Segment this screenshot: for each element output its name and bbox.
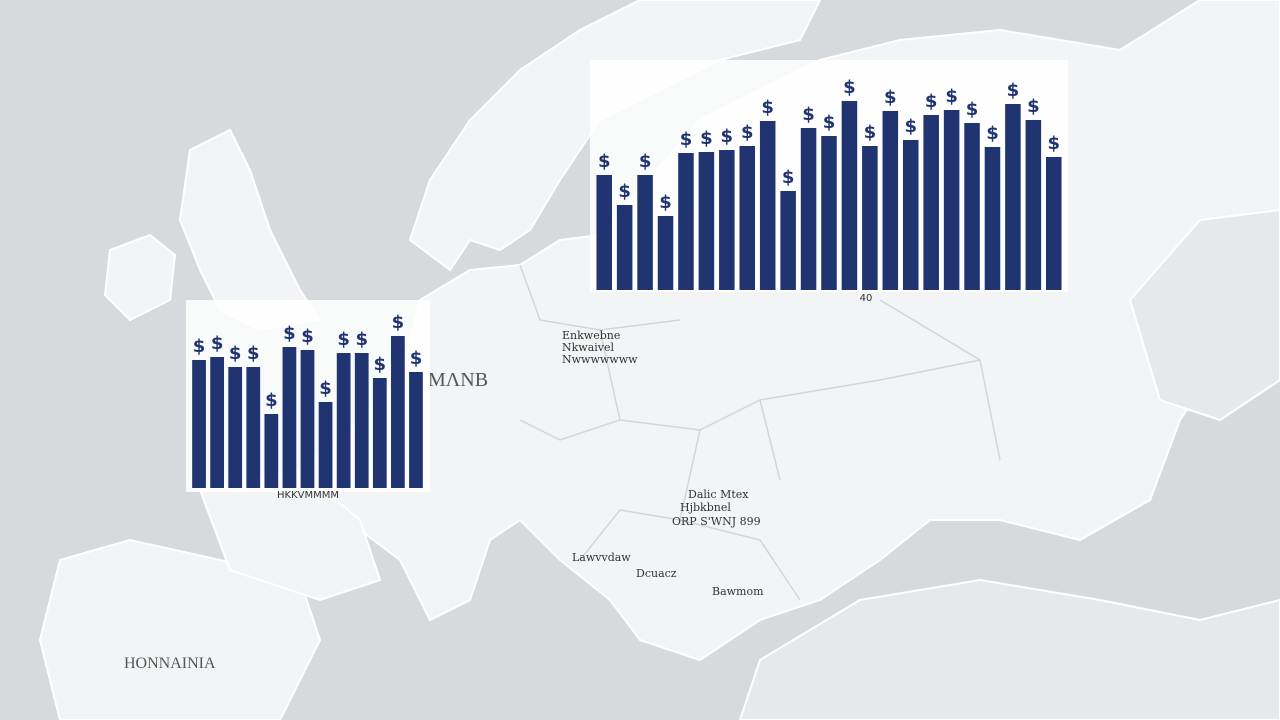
dollar-icon: $ xyxy=(193,336,206,357)
bar xyxy=(964,123,980,290)
bar xyxy=(372,378,387,488)
bar xyxy=(354,353,369,488)
chart-label: 40 xyxy=(860,293,873,304)
dollar-icon: $ xyxy=(823,112,836,133)
dollar-icon: $ xyxy=(986,123,999,144)
bar xyxy=(923,115,939,290)
bar xyxy=(719,150,735,290)
dollar-icon: $ xyxy=(761,97,774,118)
land xyxy=(1128,208,1280,422)
dollar-icon: $ xyxy=(904,116,917,137)
dollar-icon: $ xyxy=(782,167,795,188)
map-label: HONNAINIA xyxy=(124,655,216,672)
bar xyxy=(657,216,674,290)
chart-label: HKKVMMMM xyxy=(277,490,339,501)
dollar-icon: $ xyxy=(618,181,631,202)
bar xyxy=(780,191,796,290)
dollar-icon: $ xyxy=(247,343,260,364)
land xyxy=(738,578,1280,720)
dollar-icon: $ xyxy=(639,151,652,172)
bar xyxy=(1025,120,1042,290)
bar xyxy=(943,110,960,290)
dollar-icon: $ xyxy=(392,312,405,333)
bar xyxy=(300,350,315,488)
land xyxy=(103,233,177,322)
bar xyxy=(637,175,653,290)
dollar-icon: $ xyxy=(355,329,368,350)
dollar-icon: $ xyxy=(283,323,296,344)
bar xyxy=(318,402,333,488)
bar xyxy=(698,152,715,290)
bar xyxy=(984,147,1001,290)
bar xyxy=(800,128,817,290)
dollar-icon: $ xyxy=(1048,133,1061,154)
bar xyxy=(616,205,633,290)
dollar-icon: $ xyxy=(211,333,224,354)
bar xyxy=(228,367,243,488)
bar xyxy=(759,121,776,290)
bar xyxy=(1005,104,1021,290)
bar xyxy=(678,153,694,290)
map-label: Dalic Mtex xyxy=(688,488,749,501)
dollar-icon: $ xyxy=(410,348,423,369)
dollar-icon: $ xyxy=(229,343,242,364)
dollar-icon: $ xyxy=(374,354,387,375)
map-label: Hjbkbnel xyxy=(680,501,731,514)
bar xyxy=(841,101,858,290)
dollar-icon: $ xyxy=(700,128,713,149)
dollar-icon: $ xyxy=(680,129,693,150)
dollar-icon: $ xyxy=(598,151,611,172)
land xyxy=(38,538,322,720)
bar xyxy=(210,357,224,488)
bar xyxy=(902,140,919,290)
map-label: Lawvvdaw xyxy=(572,551,631,564)
bar xyxy=(821,136,837,290)
dollar-icon: $ xyxy=(319,378,332,399)
map-label: ΜΛΝΒ xyxy=(428,369,488,391)
bar xyxy=(739,146,756,290)
bar xyxy=(1046,157,1062,290)
bar xyxy=(246,367,261,488)
map-label: Dcuacz xyxy=(636,567,677,580)
dollar-icon: $ xyxy=(966,99,979,120)
bar xyxy=(409,372,423,488)
bar xyxy=(264,414,279,488)
border xyxy=(519,264,1001,601)
map-label: Enkwebne xyxy=(562,329,620,342)
dollar-icon: $ xyxy=(659,192,672,213)
dollar-icon: $ xyxy=(265,390,278,411)
dollar-icon: $ xyxy=(1007,80,1020,101)
bar xyxy=(391,336,405,488)
dollar-icon: $ xyxy=(864,122,877,143)
bar xyxy=(882,111,899,290)
bar xyxy=(192,360,206,488)
map-label: ORP S'WNJ 899 xyxy=(672,515,761,528)
dollar-icon: $ xyxy=(802,104,815,125)
dollar-icon: $ xyxy=(1027,96,1040,117)
bar xyxy=(862,146,878,290)
dollar-icon: $ xyxy=(843,77,856,98)
bar xyxy=(336,353,351,488)
dollar-icon: $ xyxy=(945,86,958,107)
bar xyxy=(596,175,612,290)
dollar-icon: $ xyxy=(884,87,897,108)
map-label: Nkwaivel xyxy=(562,341,615,354)
bar xyxy=(282,347,297,488)
dollar-icon: $ xyxy=(301,326,314,347)
dollar-icon: $ xyxy=(741,122,754,143)
dollar-icon: $ xyxy=(721,126,734,147)
map-label: Nwwwwwww xyxy=(562,353,638,366)
dollar-icon: $ xyxy=(925,91,938,112)
dollar-icon: $ xyxy=(337,329,350,350)
map-label: Bawmom xyxy=(712,585,764,598)
